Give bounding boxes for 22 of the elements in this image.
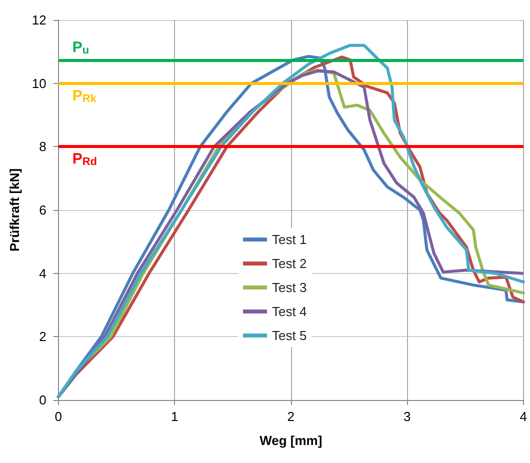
ref-line-label: PRk xyxy=(72,87,98,105)
y-tick-label: 12 xyxy=(32,12,46,28)
x-tick-label: 0 xyxy=(54,409,62,424)
x-tick-label: 4 xyxy=(520,409,527,424)
x-tick-label: 1 xyxy=(171,409,178,424)
y-axis-title: Prüfkraft [kN] xyxy=(7,168,22,252)
legend-label: Test 2 xyxy=(272,256,307,271)
y-tick-label: 6 xyxy=(39,202,46,218)
x-tick-label: 3 xyxy=(404,409,411,424)
legend-label: Test 4 xyxy=(272,304,307,319)
y-tick-label: 2 xyxy=(39,329,46,344)
x-axis-title: Weg [mm] xyxy=(260,433,322,448)
x-tick-label: 2 xyxy=(287,409,294,424)
legend-label: Test 3 xyxy=(272,280,307,295)
y-tick-label: 8 xyxy=(39,139,46,154)
legend-label: Test 5 xyxy=(272,328,307,343)
legend-label: Test 1 xyxy=(272,232,307,247)
y-tick-label: 10 xyxy=(32,76,46,91)
y-tick-label: 4 xyxy=(39,266,46,281)
y-tick-label: 0 xyxy=(39,392,46,408)
ref-line-label: PRd xyxy=(72,150,98,168)
ref-line-label: Pu xyxy=(72,38,90,56)
